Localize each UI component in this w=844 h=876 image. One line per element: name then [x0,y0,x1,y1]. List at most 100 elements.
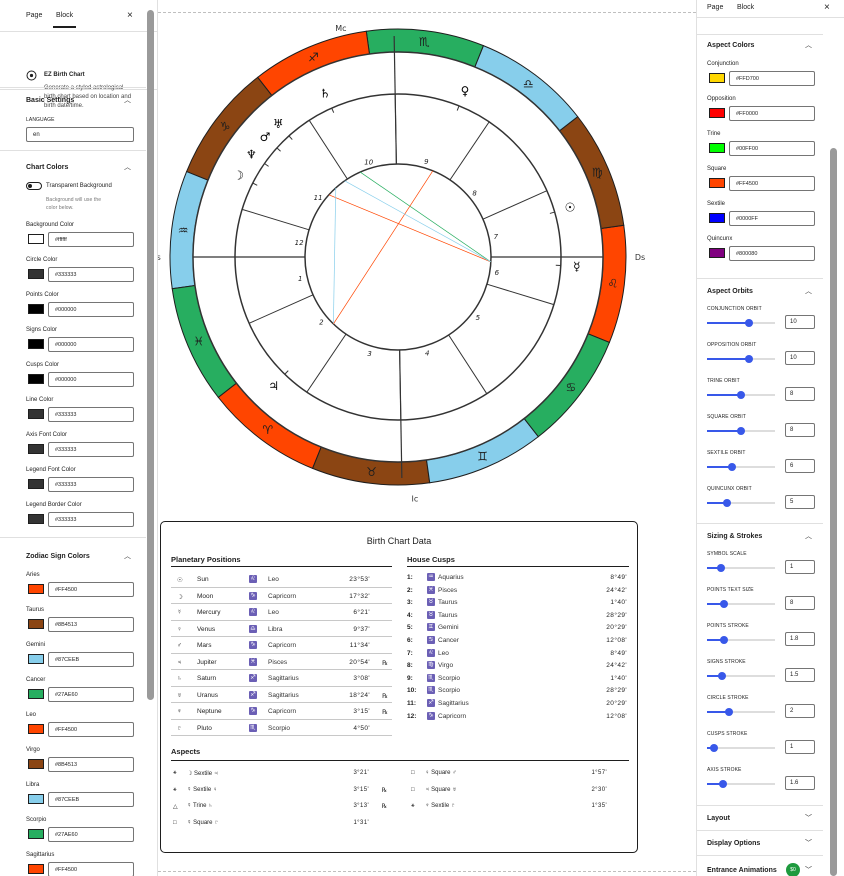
tab-page[interactable]: Page [26,12,43,19]
slider-handle[interactable] [737,391,745,399]
chevron-up-icon[interactable]: ︿ [124,97,131,104]
aspect-orbits-title[interactable]: Aspect Orbits [707,288,753,295]
color-swatch[interactable] [709,108,725,118]
color-hex-field[interactable]: #27AE60 [48,827,134,842]
color-swatch[interactable] [28,724,44,734]
slider-handle[interactable] [745,355,754,363]
color-swatch[interactable] [28,514,44,524]
chevron-up-icon[interactable]: ︿ [805,533,812,540]
color-hex-field[interactable]: #FF0000 [729,106,815,121]
sizing-strokes-title[interactable]: Sizing & Strokes [707,533,763,540]
color-swatch[interactable] [709,248,725,258]
number-input[interactable]: 8 [785,423,815,437]
slider-handle[interactable] [723,499,732,507]
slider-handle[interactable] [720,600,728,608]
color-swatch[interactable] [709,178,725,188]
color-hex-field[interactable]: #8B4513 [48,757,134,772]
range-slider[interactable] [707,355,775,363]
chevron-down-icon[interactable]: ﹀ [805,840,812,847]
entrance-animations-title[interactable]: Entrance Animations [707,867,777,874]
color-hex-field[interactable]: #27AE60 [48,687,134,702]
slider-handle[interactable] [745,319,754,327]
color-swatch[interactable] [28,234,44,244]
range-slider[interactable] [707,780,775,788]
range-slider[interactable] [707,672,775,680]
number-input[interactable]: 1.8 [785,632,815,646]
color-hex-field[interactable]: #00FF00 [729,141,815,156]
number-input[interactable]: 2 [785,704,815,718]
chevron-down-icon[interactable]: ﹀ [805,867,812,874]
color-hex-field[interactable]: #000000 [48,337,134,352]
tab-page[interactable]: Page [707,4,724,11]
number-input[interactable]: 1.6 [785,776,815,790]
zodiac-colors-title[interactable]: Zodiac Sign Colors [26,553,90,560]
range-slider[interactable] [707,708,775,716]
right-scrollbar[interactable] [830,148,837,876]
color-hex-field[interactable]: #8B4513 [48,617,134,632]
slider-handle[interactable] [728,463,737,471]
language-field[interactable]: en [26,127,134,142]
entrance-animations-section[interactable]: Entrance Animations $0 ﹀ [697,856,823,876]
aspect-colors-title[interactable]: Aspect Colors [707,42,755,49]
number-input[interactable]: 1 [785,560,815,574]
color-hex-field[interactable]: #ffffff [48,232,134,247]
color-hex-field[interactable]: #333333 [48,267,134,282]
color-swatch[interactable] [28,304,44,314]
color-swatch[interactable] [28,339,44,349]
range-slider[interactable] [707,427,775,435]
layout-section[interactable]: Layout ﹀ [697,806,823,831]
slider-handle[interactable] [716,564,725,572]
color-hex-field[interactable]: #FF4500 [729,176,815,191]
range-slider[interactable] [707,391,775,399]
number-input[interactable]: 1 [785,740,815,754]
chevron-up-icon[interactable]: ︿ [805,288,812,295]
color-swatch[interactable] [28,374,44,384]
color-swatch[interactable] [709,73,725,83]
range-slider[interactable] [707,499,775,507]
chevron-down-icon[interactable]: ﹀ [805,815,812,822]
color-swatch[interactable] [28,619,44,629]
close-icon[interactable]: × [127,10,133,21]
range-slider[interactable] [707,600,775,608]
slider-handle[interactable] [717,672,726,680]
display-options-section[interactable]: Display Options ﹀ [697,831,823,856]
number-input[interactable]: 5 [785,495,815,509]
range-slider[interactable] [707,744,775,752]
number-input[interactable]: 8 [785,387,815,401]
color-hex-field[interactable]: #87CEEB [48,652,134,667]
number-input[interactable]: 1.5 [785,668,815,682]
range-slider[interactable] [707,463,775,471]
color-hex-field[interactable]: #333333 [48,442,134,457]
tab-block[interactable]: Block [52,12,77,28]
number-input[interactable]: 8 [785,596,815,610]
slider-handle[interactable] [720,636,728,644]
color-swatch[interactable] [709,213,725,223]
color-swatch[interactable] [28,479,44,489]
color-swatch[interactable] [28,759,44,769]
color-hex-field[interactable]: #FF4500 [48,862,134,876]
color-hex-field[interactable]: #0000FF [729,211,815,226]
color-swatch[interactable] [28,654,44,664]
chevron-up-icon[interactable]: ︿ [124,164,131,171]
slider-handle[interactable] [709,744,718,752]
color-hex-field[interactable]: #000000 [48,372,134,387]
tab-block[interactable]: Block [737,4,755,11]
slider-handle[interactable] [724,708,733,716]
display-options-title[interactable]: Display Options [707,840,761,847]
basic-settings-title[interactable]: Basic Settings [26,97,75,104]
color-hex-field[interactable]: #333333 [48,512,134,527]
number-input[interactable]: 10 [785,351,815,365]
color-hex-field[interactable]: #87CEEB [48,792,134,807]
color-hex-field[interactable]: #FFD700 [729,71,815,86]
slider-handle[interactable] [737,427,745,435]
chart-colors-title[interactable]: Chart Colors [26,164,69,171]
color-swatch[interactable] [28,444,44,454]
color-hex-field[interactable]: #800080 [729,246,815,261]
layout-title[interactable]: Layout [707,815,730,822]
transparent-toggle[interactable] [26,182,42,190]
color-swatch[interactable] [709,143,725,153]
color-swatch[interactable] [28,689,44,699]
chevron-up-icon[interactable]: ︿ [124,553,131,560]
range-slider[interactable] [707,319,775,327]
number-input[interactable]: 6 [785,459,815,473]
